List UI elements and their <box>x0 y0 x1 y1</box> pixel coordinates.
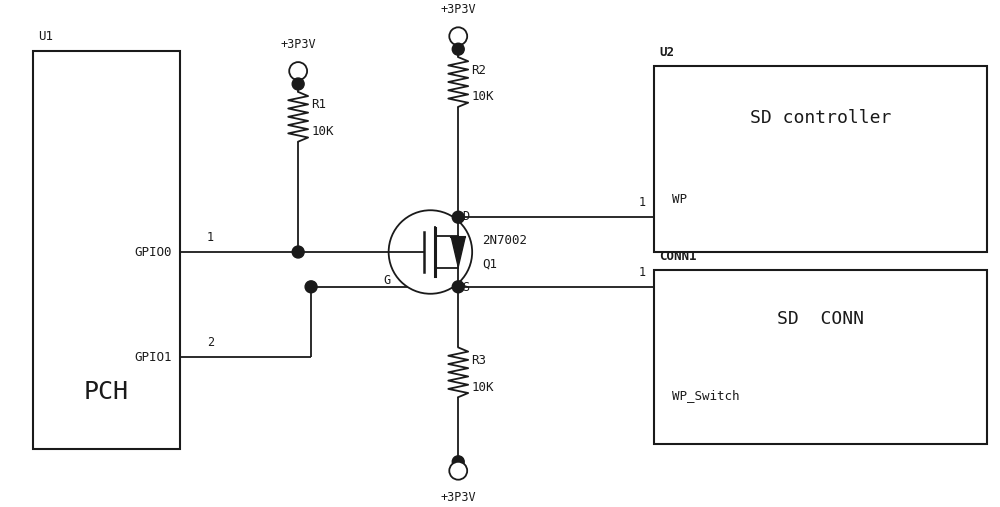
Text: R1: R1 <box>311 98 326 112</box>
Text: U1: U1 <box>38 30 53 43</box>
Circle shape <box>449 462 467 480</box>
Text: D: D <box>462 210 469 223</box>
Text: SD controller: SD controller <box>750 109 891 127</box>
Circle shape <box>452 211 464 223</box>
Text: WP_Switch: WP_Switch <box>672 389 740 402</box>
Text: G: G <box>383 274 390 287</box>
Circle shape <box>449 27 467 45</box>
Circle shape <box>452 456 464 468</box>
Text: 2N7002: 2N7002 <box>482 234 527 246</box>
Bar <box>654 270 987 444</box>
Text: CONN1: CONN1 <box>659 250 697 263</box>
Text: U2: U2 <box>659 46 674 59</box>
Text: +3P3V: +3P3V <box>280 38 316 51</box>
Circle shape <box>452 43 464 55</box>
Circle shape <box>289 62 307 80</box>
Text: 1: 1 <box>639 266 646 279</box>
Circle shape <box>292 246 304 258</box>
Text: S: S <box>462 281 469 294</box>
Text: SD  CONN: SD CONN <box>777 310 864 328</box>
Text: WP: WP <box>672 194 687 206</box>
Text: +3P3V: +3P3V <box>440 4 476 16</box>
Bar <box>33 51 180 449</box>
Circle shape <box>452 281 464 293</box>
Circle shape <box>305 281 317 293</box>
Text: 10K: 10K <box>471 381 494 394</box>
Text: R3: R3 <box>471 354 486 367</box>
Text: PCH: PCH <box>84 380 129 404</box>
Text: GPIO0: GPIO0 <box>134 245 172 259</box>
Text: GPIO1: GPIO1 <box>134 351 172 364</box>
Polygon shape <box>451 237 465 267</box>
Text: +3P3V: +3P3V <box>440 491 476 503</box>
Text: 1: 1 <box>207 231 214 244</box>
Text: 10K: 10K <box>471 90 494 103</box>
Text: R2: R2 <box>471 63 486 77</box>
Text: 10K: 10K <box>311 125 334 138</box>
Text: Q1: Q1 <box>482 258 497 270</box>
Bar <box>654 66 987 252</box>
Text: 2: 2 <box>207 337 214 349</box>
Circle shape <box>292 78 304 90</box>
Text: 1: 1 <box>639 196 646 209</box>
Circle shape <box>389 210 472 294</box>
